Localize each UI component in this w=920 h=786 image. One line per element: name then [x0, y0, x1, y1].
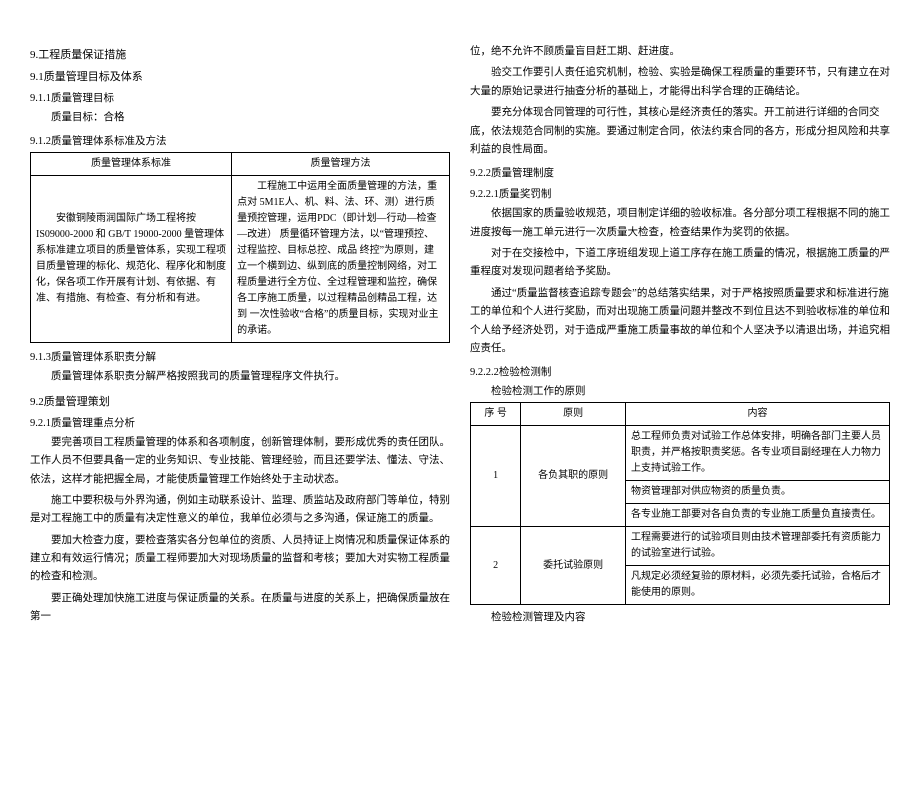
section-9-1-2: 9.1.2质量管理体系标准及方法 [30, 133, 450, 148]
p-continue-1: 位，绝不允许不顾质量盲目赶工期、赶进度。 [470, 43, 890, 61]
tbl2-r1-item3: 各专业施工部要对各自负责的专业施工质量负直接责任。 [626, 504, 890, 527]
tbl2-r2-item1: 工程需要进行的试验项目则由技术管理部委托有资质能力的试验室进行试验。 [626, 527, 890, 566]
tbl2-head-content: 内容 [626, 403, 890, 426]
tbl1-cell-method: 工程施工中运用全面质量管理的方法，重点对 5M1E人、机、料、法、环、测）进行质… [232, 176, 450, 343]
right-column: 位，绝不允许不顾质量盲目赶工期、赶进度。 验交工作要引人责任追究机制，检验、实验… [460, 40, 900, 766]
tbl2-r1-item2: 物资管理部对供应物资的质量负责。 [626, 481, 890, 504]
tbl1-head-standard: 质量管理体系标准 [31, 153, 232, 176]
p-analysis-2: 施工中要积极与外界沟通，例如主动联系设计、监理、质监站及政府部门等单位，特别是对… [30, 492, 450, 529]
section-9-2-1: 9.2.1质量管理重点分析 [30, 415, 450, 430]
section-9-1-3: 9.1.3质量管理体系职责分解 [30, 349, 450, 364]
p-r6: 通过“质量监督核查追踪专题会”的总结落实结果，对于严格按照质量要求和标准进行施工… [470, 285, 890, 359]
quality-system-table: 质量管理体系标准 质量管理方法 安徽铜陵雨润国际广场工程将按 IS09000-2… [30, 152, 450, 343]
tbl2-head-num: 序 号 [471, 403, 521, 426]
tbl2-head-principle: 原则 [521, 403, 626, 426]
p-r3: 要充分体现合同管理的可行性，其核心是经济责任的落实。开工前进行详细的合同交底，依… [470, 104, 890, 159]
tbl2-r1-item1: 总工程师负责对试验工作总体安排，明确各部门主要人员职责，并严格按职责奖惩。各专业… [626, 426, 890, 481]
p-analysis-1: 要完善项目工程质量管理的体系和各项制度，创新管理体制，要形成优秀的责任团队。工作… [30, 434, 450, 489]
tbl2-r1-num: 1 [471, 426, 521, 527]
p-r5: 对于在交接检中，下道工序班组发现上道工序存在施工质量的情况，根据施工质量的严重程… [470, 245, 890, 282]
section-9: 9.工程质量保证措施 [30, 46, 450, 62]
section-9-1-1: 9.1.1质量管理目标 [30, 90, 450, 105]
left-column: 9.工程质量保证措施 9.1质量管理目标及体系 9.1.1质量管理目标 质量目标… [20, 40, 460, 766]
section-9-2-2: 9.2.2质量管理制度 [470, 165, 890, 180]
section-9-2-2-1: 9.2.2.1质量奖罚制 [470, 186, 890, 201]
p-r4: 依据国家的质量验收规范，项目制定详细的验收标准。各分部分项工程根据不同的施工进度… [470, 205, 890, 242]
tbl1-cell-standard: 安徽铜陵雨润国际广场工程将按 IS09000-2000 和 GB/T 19000… [31, 176, 232, 343]
tbl3-caption: 检验检测管理及内容 [491, 609, 890, 624]
section-9-2-2-2: 9.2.2.2检验检测制 [470, 364, 890, 379]
tbl1-head-method: 质量管理方法 [232, 153, 450, 176]
inspection-principle-table: 序 号 原则 内容 1 各负其职的原则 总工程师负责对试验工作总体安排，明确各部… [470, 402, 890, 605]
p-responsibility: 质量管理体系职责分解严格按照我司的质量管理程序文件执行。 [30, 368, 450, 386]
section-9-1: 9.1质量管理目标及体系 [30, 68, 450, 84]
p-analysis-3: 要加大检查力度，要检查落实各分包单位的资质、人员持证上岗情况和质量保证体系的建立… [30, 532, 450, 587]
tbl2-caption: 检验检测工作的原则 [491, 383, 890, 398]
tbl2-r2-principle: 委托试验原则 [521, 527, 626, 605]
p-r2: 验交工作要引人责任追究机制，检验、实验是确保工程质量的重要环节，只有建立在对大量… [470, 64, 890, 101]
tbl2-r2-num: 2 [471, 527, 521, 605]
section-9-2: 9.2质量管理策划 [30, 393, 450, 409]
tbl2-r2-item2: 凡规定必须经复验的原材料，必须先委托试验，合格后才能使用的原则。 [626, 566, 890, 605]
p-analysis-4: 要正确处理加快施工进度与保证质量的关系。在质量与进度的关系上，把确保质量放在第一 [30, 590, 450, 627]
quality-goal: 质量目标：合格 [30, 109, 450, 127]
tbl2-r1-principle: 各负其职的原则 [521, 426, 626, 527]
